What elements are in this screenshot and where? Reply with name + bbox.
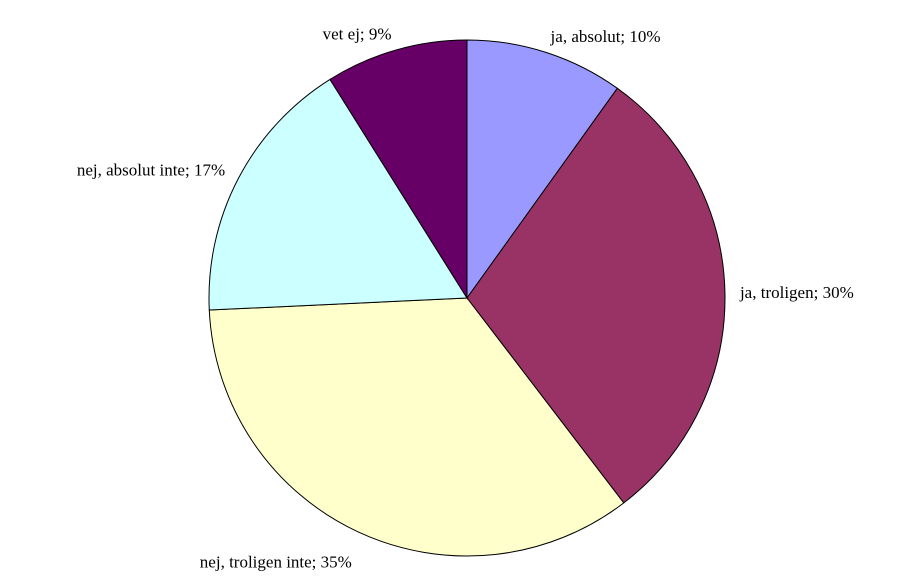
- category-name: ja, absolut;: [550, 27, 626, 46]
- value-label: 30%: [823, 283, 854, 302]
- category-name: vet ej;: [323, 25, 365, 44]
- category-name: ja, troligen;: [739, 283, 818, 302]
- category-name: nej, troligen inte;: [200, 552, 317, 571]
- slice-label: ja, absolut; 10%: [550, 27, 661, 46]
- slice-label: vet ej; 9%: [323, 25, 392, 44]
- value-label: 35%: [321, 552, 352, 571]
- category-name: nej, absolut inte;: [77, 160, 190, 179]
- pie-slice: [208, 78, 468, 311]
- value-label: 9%: [369, 25, 392, 44]
- slice-label: nej, absolut inte; 17%: [77, 160, 225, 179]
- value-label: 10%: [629, 27, 660, 46]
- slice-label: nej, troligen inte; 35%: [200, 552, 352, 571]
- pie-slice: [329, 39, 468, 300]
- value-label: 17%: [194, 160, 225, 179]
- slice-label: ja, troligen; 30%: [739, 283, 854, 302]
- pie-slice: [466, 87, 726, 504]
- pie-slice: [466, 39, 619, 300]
- pie-slice: [208, 297, 625, 557]
